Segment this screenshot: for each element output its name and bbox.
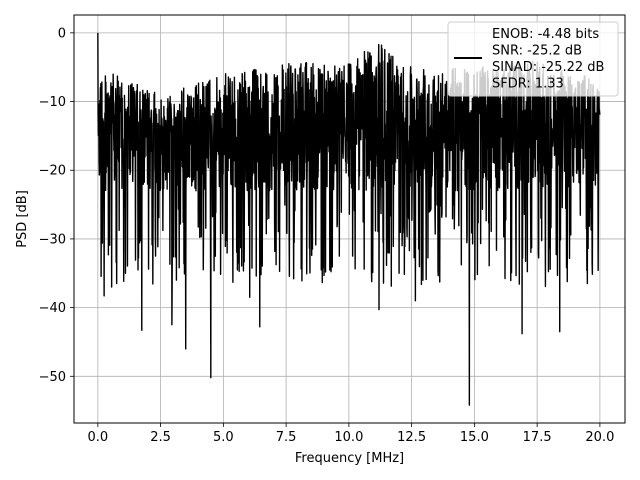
x-tick-label: 5.0 [213,430,234,445]
y-tick-label: −30 [39,232,66,247]
y-tick-label: −40 [39,301,66,316]
y-tick-label: −10 [39,95,66,110]
x-tick-label: 17.5 [523,430,552,445]
y-tick-label: 0 [58,26,66,41]
y-axis-label: PSD [dB] [15,190,30,248]
plot-frame [73,14,626,424]
x-tick-label: 20.0 [585,430,614,445]
y-tick-label: −50 [39,370,66,385]
x-tick-label: 0.0 [88,430,109,445]
x-tick-label: 15.0 [460,430,489,445]
legend-entry-sinad: SINAD: -25.22 dB [492,60,604,75]
series-layer [97,32,601,406]
x-tick-label: 10.0 [334,430,363,445]
x-tick-label: 12.5 [397,430,426,445]
tick-labels: 0.0 2.5 5.0 7.5 10.0 12.5 15.0 17.5 20.0 0 −10 −20 −… [39,26,615,445]
legend-entry-enob: ENOB: -4.48 bits [492,27,599,42]
ticks [70,32,601,427]
legend-entry-snr: SNR: -25.2 dB [492,44,582,59]
x-axis-label: Frequency [MHz] [295,451,404,466]
legend: ENOB: -4.48 bits SNR: -25.2 dB SINAD: -2… [447,21,619,97]
y-tick-label: −20 [39,164,66,179]
legend-box [447,21,619,97]
legend-entry-sfdr: SFDR: 1.33 [492,77,564,92]
x-tick-label: 7.5 [276,430,297,445]
x-tick-label: 2.5 [150,430,171,445]
psd-series-line [97,32,601,406]
